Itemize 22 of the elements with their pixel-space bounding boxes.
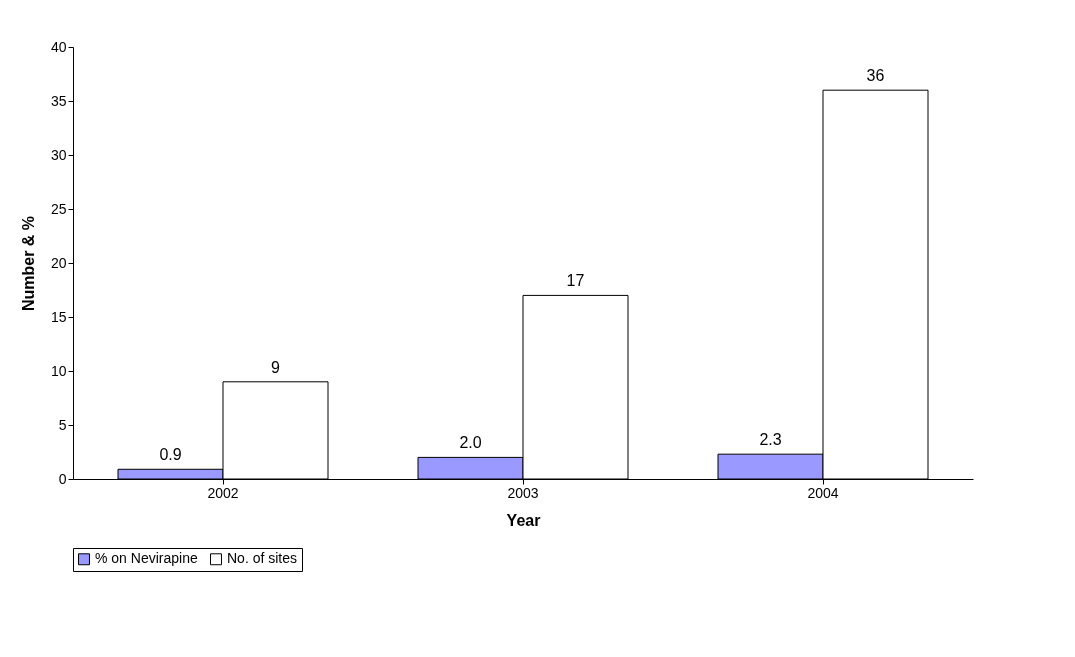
data-label: 17	[566, 272, 585, 290]
data-label: 0.9	[159, 446, 182, 464]
x-tick-label: 2004	[807, 484, 839, 501]
legend-label: % on Nevirapine	[95, 550, 198, 567]
x-axis-title: Year	[506, 511, 541, 529]
data-label: 36	[866, 67, 885, 85]
y-tick-label: 15	[50, 308, 67, 325]
y-tick-label: 25	[50, 200, 67, 217]
x-tick-label: 2003	[507, 484, 539, 501]
y-tick-label: 0	[58, 470, 67, 487]
y-tick-label: 5	[58, 416, 67, 433]
y-tick-label: 30	[50, 146, 67, 163]
data-label: 2.3	[759, 431, 782, 449]
y-tick-label: 10	[50, 362, 67, 379]
data-label: 2.0	[459, 434, 482, 452]
y-tick-label: 35	[50, 92, 67, 109]
y-tick-label: 20	[50, 254, 67, 271]
y-axis-title: Number & %	[19, 215, 37, 312]
y-tick-label: 40	[50, 38, 67, 55]
legend-label: No. of sites	[227, 550, 298, 567]
x-tick-label: 2002	[207, 484, 239, 501]
data-label: 9	[271, 358, 281, 376]
